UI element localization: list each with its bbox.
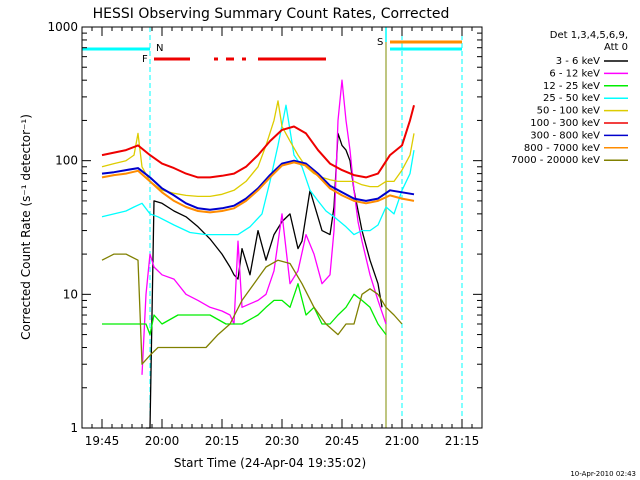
legend-header: Det 1,3,4,5,6,9, xyxy=(550,30,628,41)
x-tick-label: 20:15 xyxy=(205,434,240,448)
series-line-100-300-kev xyxy=(101,104,415,179)
legend-entry: 7000 - 20000 keV xyxy=(511,155,600,166)
x-tick-label: 21:00 xyxy=(385,434,420,448)
flare-flag-label: F xyxy=(142,54,148,65)
legend-entry: 100 - 300 keV xyxy=(530,118,600,129)
legend-entry: 800 - 7000 keV xyxy=(524,143,600,154)
axes: 1 10 100 1000 19:45 20:00 20:15 20:30 20:45 21:00… xyxy=(47,20,483,448)
x-axis-label: Start Time (24-Apr-04 19:35:02) xyxy=(174,456,366,470)
x-tick-label: 20:45 xyxy=(325,434,360,448)
night-flag-label: N xyxy=(156,43,163,54)
legend-entry: 300 - 800 keV xyxy=(530,130,600,141)
y-tick-label: 1 xyxy=(70,421,78,435)
series-line-50-100-kev xyxy=(101,100,415,198)
x-tick-label: 20:00 xyxy=(145,434,180,448)
series-line-25-50-kev xyxy=(101,104,415,236)
series-line-6-12-kev xyxy=(141,79,387,375)
legend-entry: 6 - 12 keV xyxy=(549,68,600,79)
y-tick-label: 1000 xyxy=(47,20,78,34)
series-line-7000-20000-kev xyxy=(101,253,403,365)
series-line-300-800-kev xyxy=(101,159,415,211)
saa-flag-label: S xyxy=(377,37,383,48)
series-line-800-7000-kev xyxy=(101,161,415,214)
y-tick-label: 10 xyxy=(63,287,78,301)
series-layer xyxy=(101,79,415,429)
series-line-3-6-kev xyxy=(146,132,383,429)
y-axis-label: Corrected Count Rate (s⁻¹ detector⁻¹) xyxy=(19,114,33,340)
legend-entry: 3 - 6 keV xyxy=(556,56,600,67)
legend-header: Att 0 xyxy=(604,42,628,53)
legend-entry: 25 - 50 keV xyxy=(543,93,600,104)
chart-title: HESSI Observing Summary Count Rates, Cor… xyxy=(93,6,450,22)
legend-entry: 12 - 25 keV xyxy=(543,81,600,92)
x-tick-label: 20:30 xyxy=(265,434,300,448)
y-tick-label: 100 xyxy=(55,154,78,168)
series-line-12-25-kev xyxy=(102,283,387,336)
flag-layer: N S F xyxy=(81,27,463,428)
x-tick-label: 21:15 xyxy=(445,434,480,448)
x-tick-label: 19:45 xyxy=(85,434,120,448)
timestamp: 10-Apr-2010 02:43 xyxy=(570,470,636,478)
legend-entry: 50 - 100 keV xyxy=(537,106,601,117)
